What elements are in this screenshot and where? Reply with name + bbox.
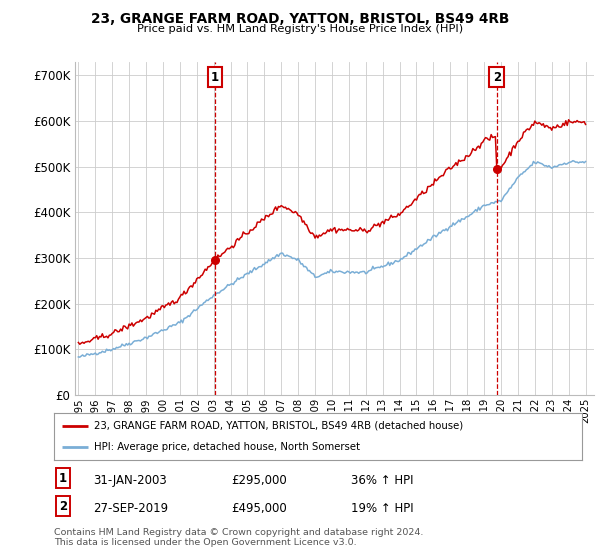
Text: HPI: Average price, detached house, North Somerset: HPI: Average price, detached house, Nort… <box>94 442 360 452</box>
Text: 23, GRANGE FARM ROAD, YATTON, BRISTOL, BS49 4RB (detached house): 23, GRANGE FARM ROAD, YATTON, BRISTOL, B… <box>94 421 463 431</box>
Text: 1: 1 <box>211 71 219 84</box>
Text: 2: 2 <box>493 71 501 84</box>
Text: 36% ↑ HPI: 36% ↑ HPI <box>351 474 413 487</box>
Text: 1: 1 <box>59 472 67 484</box>
Text: £295,000: £295,000 <box>231 474 287 487</box>
Text: Contains HM Land Registry data © Crown copyright and database right 2024.
This d: Contains HM Land Registry data © Crown c… <box>54 528 424 547</box>
Text: 27-SEP-2019: 27-SEP-2019 <box>93 502 168 515</box>
Text: 2: 2 <box>59 500 67 512</box>
Text: £495,000: £495,000 <box>231 502 287 515</box>
Text: 23, GRANGE FARM ROAD, YATTON, BRISTOL, BS49 4RB: 23, GRANGE FARM ROAD, YATTON, BRISTOL, B… <box>91 12 509 26</box>
Text: 31-JAN-2003: 31-JAN-2003 <box>93 474 167 487</box>
Text: Price paid vs. HM Land Registry's House Price Index (HPI): Price paid vs. HM Land Registry's House … <box>137 24 463 34</box>
Text: 19% ↑ HPI: 19% ↑ HPI <box>351 502 413 515</box>
